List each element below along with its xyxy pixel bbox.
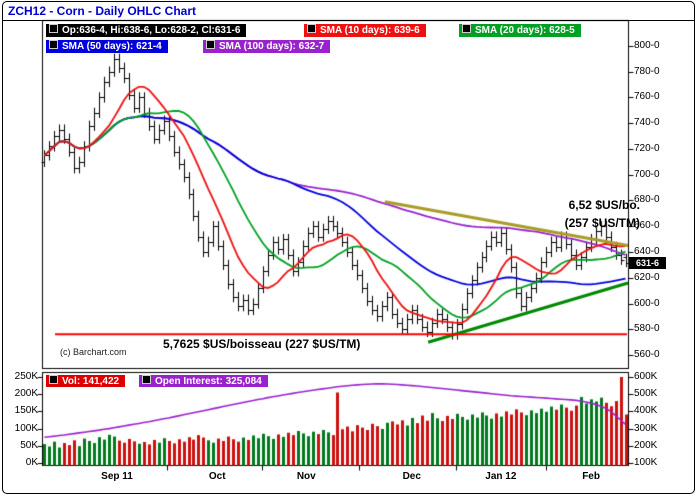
barchart-watermark: (c) Barchart.com [60, 347, 127, 357]
chart-title: ZCH12 - Corn - Daily OHLC Chart [8, 4, 197, 18]
price-axis-label: 660-0 [634, 220, 660, 232]
volume-axis-right-label: 600K [634, 371, 658, 382]
x-axis-month-label: Dec [402, 471, 421, 482]
legend-swatch-icon [142, 375, 151, 384]
legend-swatch-icon [206, 40, 215, 49]
x-axis-month-label: Sep 11 [101, 471, 133, 482]
price-axis-label: 740-0 [634, 117, 660, 129]
open-interest-legend-chip: Open Interest: 325,084 [139, 375, 268, 387]
volume-axis-left-label: 0K [25, 457, 38, 468]
volume-axis-right-label: 400K [634, 405, 658, 417]
resistance-annotation-line1: 6,52 $US/bo. [568, 198, 640, 212]
volume-axis-left-label: 250K [14, 371, 38, 382]
price-axis-label: 560-0 [634, 349, 660, 361]
volume-axis-right-label: 100K [634, 457, 658, 468]
price-axis-label: 760-0 [634, 91, 660, 103]
price-axis-label: 620-0 [634, 271, 660, 283]
volume-legend-chip: Vol: 141,422 [46, 375, 126, 387]
legend-chip-sma100: SMA (100 days): 632-7 [203, 40, 331, 53]
volume-axis-left-label: 100K [14, 422, 38, 434]
legend-chip-sma50-label: SMA (50 days): 621-4 [62, 41, 162, 52]
price-axis-label: 780-0 [634, 65, 660, 77]
legend-chip-sma50: SMA (50 days): 621-4 [46, 40, 168, 53]
title-separator [3, 20, 694, 21]
resistance-annotation-line2: (257 $US/TM) [564, 216, 640, 230]
last-price-badge: 631-6 [629, 256, 666, 269]
price-axis-label: 580-0 [634, 323, 660, 335]
volume-axis-left-label: 150K [14, 405, 38, 417]
legend-chip-ohlc-label: Op:636-4, Hi:638-6, Lo:628-2, Cl:631-6 [62, 25, 241, 36]
volume-axis-left-label: 200K [14, 388, 38, 400]
volume-axis-right-label: 300K [634, 422, 658, 434]
price-axis-label: 700-0 [634, 168, 660, 180]
price-axis-label: 600-0 [634, 297, 660, 309]
legend-swatch-icon [49, 24, 58, 33]
volume-axis-left-label: 50K [20, 439, 38, 451]
legend-chip-sma20-label: SMA (20 days): 628-5 [475, 25, 575, 36]
price-axis-label: 720-0 [634, 142, 660, 154]
volume-legend-label: Vol: 141,422 [62, 376, 120, 387]
volume-axis-right-label: 200K [634, 439, 658, 451]
x-axis-month-label: Jan 12 [485, 471, 517, 482]
legend-chip-sma100-label: SMA (100 days): 632-7 [219, 41, 325, 52]
price-axis-label: 640-0 [634, 246, 660, 258]
legend-chip-sma20: SMA (20 days): 628-5 [459, 24, 581, 37]
open-interest-legend-label: Open Interest: 325,084 [155, 376, 262, 387]
price-axis-label: 680-0 [634, 194, 660, 206]
legend-swatch-icon [49, 375, 58, 384]
legend-chip-sma10-label: SMA (10 days): 639-6 [320, 25, 420, 36]
price-axis-label: 800-0 [634, 39, 660, 51]
volume-axis-right-label: 500K [634, 388, 658, 400]
legend-swatch-icon [462, 24, 471, 33]
x-axis-month-label: Oct [208, 471, 226, 482]
legend-swatch-icon [49, 40, 58, 49]
support-annotation: 5,7625 $US/boisseau (227 $US/TM) [163, 337, 361, 351]
x-axis-month-label: Feb [582, 471, 600, 482]
legend-chip-ohlc: Op:636-4, Hi:638-6, Lo:628-2, Cl:631-6 [46, 24, 247, 37]
x-axis-month-label: Nov [296, 471, 316, 482]
legend-chip-sma10: SMA (10 days): 639-6 [304, 24, 426, 37]
legend-swatch-icon [307, 24, 316, 33]
